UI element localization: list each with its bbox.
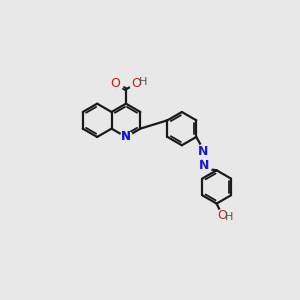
Text: N: N xyxy=(198,145,208,158)
Text: N: N xyxy=(199,159,209,172)
Text: O: O xyxy=(111,77,121,90)
Text: O: O xyxy=(131,77,141,90)
Text: H: H xyxy=(139,77,147,87)
Text: N: N xyxy=(121,130,131,143)
Text: N: N xyxy=(121,130,131,143)
Text: O: O xyxy=(218,209,227,222)
Text: H: H xyxy=(225,212,233,222)
